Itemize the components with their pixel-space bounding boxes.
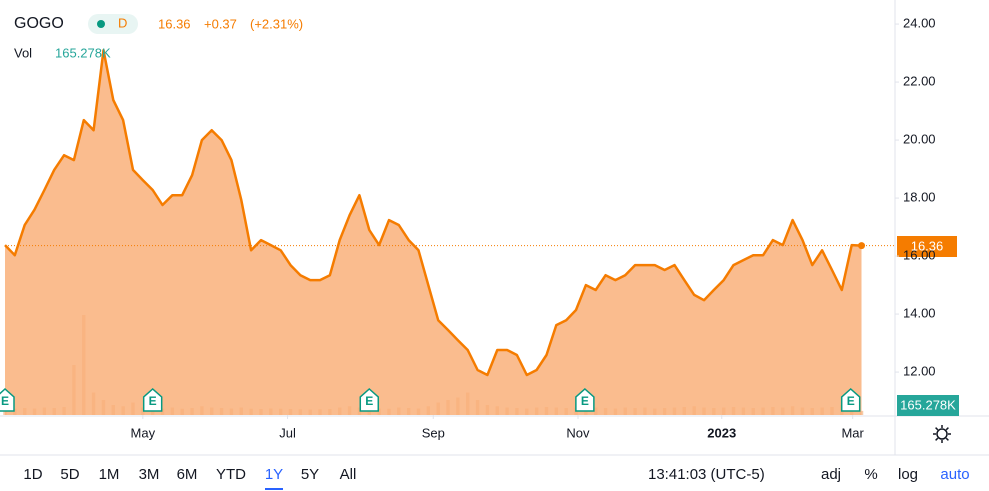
range-button[interactable]: 3M [139,466,160,483]
earnings-marker[interactable] [575,387,595,412]
x-tick-label: Sep [422,425,445,440]
earnings-label: E [149,394,157,408]
x-tick-label: Jul [279,425,296,440]
interval: D [118,15,127,30]
earnings-marker[interactable] [0,387,15,412]
status-dot [97,20,105,28]
range-button[interactable]: 5Y [301,466,319,483]
earnings-marker[interactable] [142,387,163,412]
y-tick-label: 18.00 [903,190,936,205]
option-button[interactable]: adj [821,466,841,483]
earnings-label: E [581,394,589,408]
option-button[interactable]: log [898,466,918,483]
price-badge [897,236,957,257]
option-button[interactable]: auto [940,466,969,483]
range-button[interactable]: 5D [60,466,79,483]
earnings-label: E [847,394,855,408]
change: +0.37 [204,16,237,31]
price-badge-text: 16.36 [911,238,944,253]
change-pct: (+2.31%) [250,16,303,31]
volume-badge [897,395,959,416]
range-button[interactable]: All [340,466,357,483]
price: 16.36 [158,16,191,31]
area-fill [5,50,862,415]
x-tick-label: Nov [566,425,590,440]
status-pill [88,14,138,34]
last-point [858,242,866,250]
x-tick-label: Mar [841,425,864,440]
y-tick-label: 12.00 [903,364,936,379]
volume-value: 165.278K [55,45,111,60]
range-button[interactable]: 1Y [265,466,283,483]
price-line [4,48,862,377]
clock: 13:41:03 (UTC-5) [648,466,765,483]
range-button[interactable]: YTD [216,466,246,483]
volume-bar [859,410,864,415]
earnings-marker[interactable] [359,387,380,412]
settings-icon[interactable] [933,425,951,443]
earnings-label: E [1,394,9,408]
range-button[interactable]: 1D [23,466,42,483]
y-tick-label: 14.00 [903,306,936,321]
symbol: GOGO [14,15,64,32]
earnings-label: E [365,394,373,408]
range-button[interactable]: 1M [99,466,120,483]
y-tick-label: 16.00 [903,248,936,263]
x-tick-label: 2023 [707,425,736,440]
x-tick-label: May [131,425,156,440]
y-tick-label: 24.00 [903,16,936,31]
volume-badge-text: 165.278K [900,397,956,412]
range-button[interactable]: 6M [177,466,198,483]
option-button[interactable]: % [864,466,877,483]
earnings-marker[interactable] [840,387,861,412]
y-tick-label: 22.00 [903,74,936,89]
volume-label: Vol [14,45,32,60]
y-tick-label: 20.00 [903,132,936,147]
